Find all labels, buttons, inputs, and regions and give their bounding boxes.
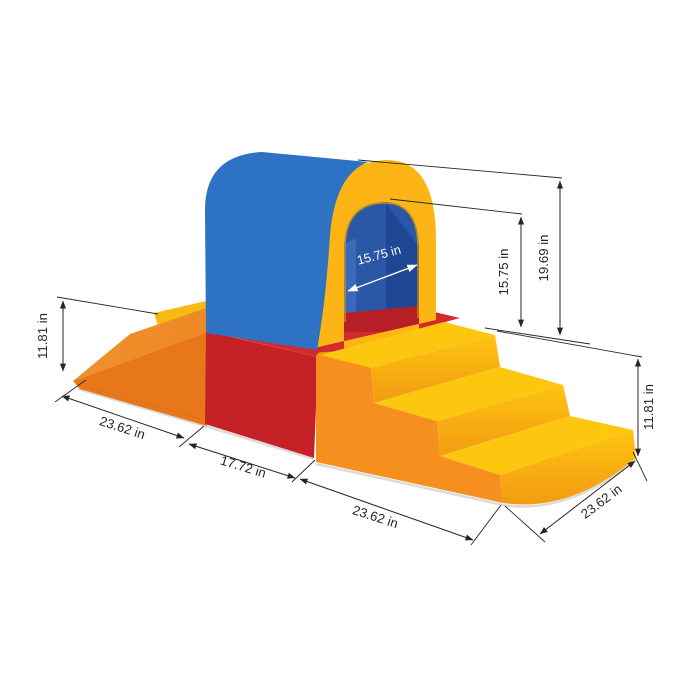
stairs-riser-1 <box>371 335 500 403</box>
dimension-label-arch-total-height: 19.69 in <box>536 235 551 282</box>
arch-ring-face <box>313 160 436 365</box>
stairs-tread-3 <box>440 416 633 475</box>
stairs-tread-1 <box>320 322 495 368</box>
dimension-label-tunnel-opening-height: 15.75 in <box>496 249 511 296</box>
arch-blue-side <box>205 152 368 350</box>
dimension-stairs-height: 11.81 in <box>496 330 656 457</box>
dimension-label-ramp-height: 11.81 in <box>35 313 50 359</box>
dimension-tunnel-opening-height: 15.75 in <box>389 198 525 328</box>
dimension-label-stairs-height: 11.81 in <box>641 384 656 430</box>
red-block-front <box>205 331 318 458</box>
arch-ring-inner-edge <box>344 202 419 322</box>
stairs-riser-2 <box>437 385 570 456</box>
tunnel-floor <box>344 306 419 332</box>
dimension-arch-total-height: 19.69 in <box>357 159 591 345</box>
dimension-label-ramp-length: 23.62 in <box>98 413 147 442</box>
dimension-label-platform-length: 17.72 in <box>219 453 268 481</box>
stairs-tread-2 <box>374 367 563 421</box>
dimension-label-stairs-length: 23.62 in <box>351 502 400 531</box>
tunnel-arch <box>205 152 436 365</box>
dimension-ramp-height: 11.81 in <box>35 296 159 403</box>
stairs <box>316 322 636 505</box>
stairs-left-face <box>316 351 503 503</box>
